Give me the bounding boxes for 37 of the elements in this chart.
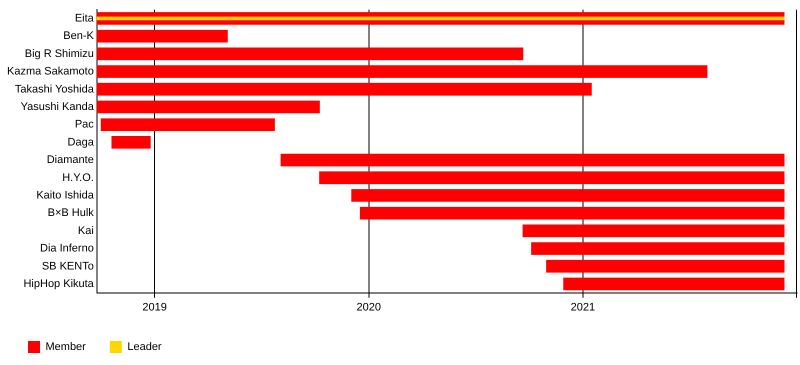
y-tick-label: Big R Shimizu bbox=[24, 48, 94, 60]
x-tick-label: 2019 bbox=[142, 301, 167, 314]
bar bbox=[546, 260, 784, 273]
y-tick-label: H.Y.O. bbox=[62, 172, 94, 184]
y-tick-label: Takashi Yoshida bbox=[14, 83, 95, 96]
bar bbox=[96, 65, 708, 78]
y-tick-label: Diamante bbox=[46, 154, 94, 166]
y-tick-label: Ben-K bbox=[63, 30, 94, 42]
bar bbox=[319, 171, 784, 184]
y-tick-label: Kaito Ishida bbox=[36, 189, 95, 202]
y-tick-label: Daga bbox=[68, 136, 95, 148]
y-tick-label: Eita bbox=[74, 12, 95, 24]
legend-label: Leader bbox=[127, 341, 162, 354]
y-tick-label: Pac bbox=[74, 118, 94, 131]
bar bbox=[111, 136, 151, 149]
bar bbox=[280, 154, 784, 166]
y-tick-label: Kazma Sakamoto bbox=[6, 66, 94, 78]
bar bbox=[96, 100, 320, 114]
bar bbox=[96, 30, 228, 42]
y-tick-label: HipHop Kikuta bbox=[23, 278, 95, 290]
bar bbox=[531, 242, 784, 255]
bar bbox=[96, 16, 784, 20]
y-tick-label: Dia Inferno bbox=[40, 242, 94, 255]
bar bbox=[522, 224, 784, 238]
y-tick-label: SB KENTo bbox=[42, 260, 94, 272]
bar bbox=[100, 118, 275, 131]
y-tick-label: Yasushi Kanda bbox=[20, 100, 95, 113]
bar bbox=[351, 189, 784, 202]
x-tick-label: 2020 bbox=[356, 301, 381, 314]
bar bbox=[96, 48, 524, 60]
bar bbox=[563, 278, 784, 290]
y-tick-label: Kai bbox=[78, 224, 94, 237]
y-tick-label: B×B Hulk bbox=[48, 207, 94, 220]
bar bbox=[96, 82, 592, 96]
legend-label: Member bbox=[46, 341, 86, 354]
x-tick-label: 2021 bbox=[570, 301, 596, 314]
bar bbox=[360, 206, 784, 220]
